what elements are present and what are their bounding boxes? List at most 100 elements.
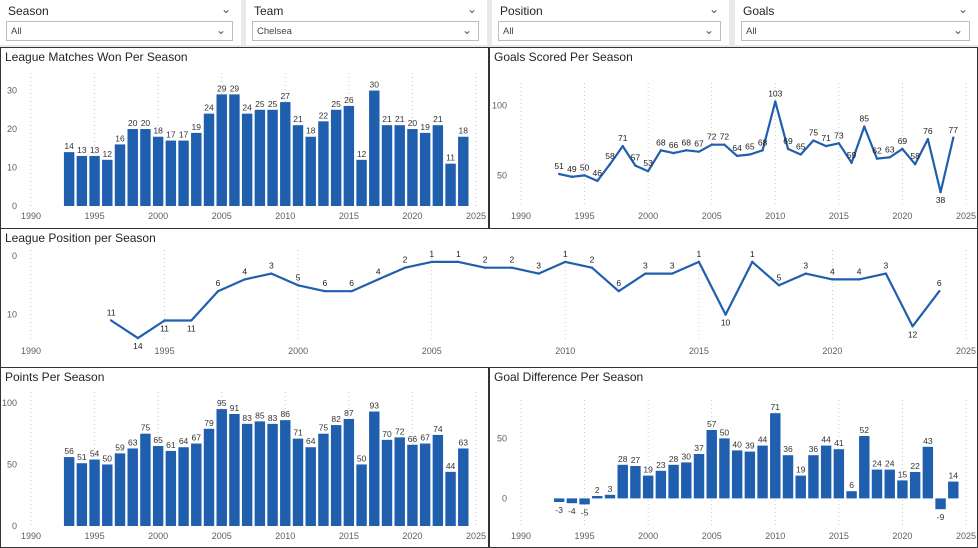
chevron-down-icon[interactable]: ⌄ bbox=[215, 23, 226, 37]
goals-dropdown[interactable]: All ⌄ bbox=[741, 21, 970, 41]
data-point bbox=[875, 157, 879, 160]
data-point bbox=[296, 284, 300, 287]
data-label: 46 bbox=[593, 168, 603, 178]
bar bbox=[369, 90, 380, 206]
season-dropdown-value: All bbox=[11, 26, 22, 37]
y-tick-label: 0 bbox=[12, 521, 17, 531]
data-label: 57 bbox=[707, 419, 717, 429]
bar bbox=[630, 466, 641, 499]
team-dropdown-value: Chelsea bbox=[257, 26, 292, 37]
bar bbox=[592, 496, 603, 499]
bar bbox=[63, 152, 75, 206]
data-label: 68 bbox=[758, 137, 768, 147]
chevron-down-icon[interactable]: ⌄ bbox=[957, 2, 968, 16]
data-point bbox=[824, 144, 828, 148]
data-label: 1 bbox=[696, 249, 701, 259]
bar bbox=[89, 155, 100, 206]
y-tick-label: 100 bbox=[2, 398, 17, 408]
data-label: 75 bbox=[319, 423, 329, 433]
x-tick-label: 2015 bbox=[339, 531, 359, 541]
data-point bbox=[617, 289, 620, 293]
data-label: 77 bbox=[949, 125, 959, 135]
team-slicer[interactable]: Team ⌄ Chelsea ⌄ bbox=[246, 0, 487, 45]
bar bbox=[178, 447, 189, 526]
bar bbox=[76, 155, 88, 206]
bar bbox=[127, 448, 138, 526]
team-dropdown[interactable]: Chelsea ⌄ bbox=[252, 21, 479, 41]
matches-won-panel: League Matches Won Per Season 1990 1995 20… bbox=[0, 47, 489, 229]
x-tick-label: 1990 bbox=[21, 346, 41, 356]
bar bbox=[604, 494, 616, 499]
data-label: 2 bbox=[590, 255, 595, 265]
data-label: 20 bbox=[141, 118, 151, 128]
goals-slicer[interactable]: Goals ⌄ All ⌄ bbox=[735, 0, 978, 45]
bar bbox=[770, 413, 781, 499]
data-point bbox=[136, 336, 140, 340]
data-label: 25 bbox=[268, 99, 278, 109]
bar bbox=[241, 423, 253, 526]
data-label: 70 bbox=[382, 429, 392, 439]
data-point bbox=[430, 260, 433, 264]
data-label: 28 bbox=[618, 454, 628, 464]
bar bbox=[782, 455, 794, 499]
chevron-down-icon[interactable]: ⌄ bbox=[708, 2, 719, 16]
series-line bbox=[558, 100, 955, 194]
x-tick-label: 2025 bbox=[956, 531, 976, 541]
data-label: 12 bbox=[908, 329, 918, 339]
chart-title: League Matches Won Per Season bbox=[5, 50, 188, 64]
bar bbox=[140, 129, 151, 206]
data-label: 66 bbox=[669, 140, 679, 150]
data-point bbox=[952, 136, 955, 139]
data-label: 93 bbox=[370, 401, 380, 411]
data-point bbox=[672, 151, 675, 155]
data-label: 3 bbox=[670, 261, 675, 271]
y-tick-label: 10 bbox=[7, 310, 17, 320]
chevron-down-icon[interactable]: ⌄ bbox=[703, 23, 714, 37]
season-dropdown[interactable]: All ⌄ bbox=[6, 21, 233, 41]
data-label: 82 bbox=[331, 414, 341, 424]
chevron-down-icon[interactable]: ⌄ bbox=[220, 2, 231, 16]
bar bbox=[191, 132, 202, 206]
chevron-down-icon[interactable]: ⌄ bbox=[466, 2, 477, 16]
data-label: 6 bbox=[322, 278, 327, 288]
data-label: 51 bbox=[554, 161, 564, 171]
data-label: 14 bbox=[949, 471, 959, 481]
chevron-down-icon[interactable]: ⌄ bbox=[461, 23, 472, 37]
data-label: 43 bbox=[923, 436, 933, 446]
chevron-down-icon[interactable]: ⌄ bbox=[952, 23, 963, 37]
data-point bbox=[634, 164, 637, 167]
data-label: 16 bbox=[115, 133, 125, 143]
bar bbox=[884, 469, 895, 499]
data-point bbox=[377, 278, 380, 281]
bar bbox=[432, 125, 444, 206]
data-label: 27 bbox=[631, 455, 641, 465]
data-label: 14 bbox=[133, 341, 143, 351]
position-dropdown[interactable]: All ⌄ bbox=[498, 21, 721, 41]
bar bbox=[267, 423, 278, 526]
data-label: 65 bbox=[153, 435, 163, 445]
season-slicer[interactable]: Season ⌄ All ⌄ bbox=[0, 0, 241, 45]
data-label: 36 bbox=[783, 444, 793, 454]
data-label: 72 bbox=[395, 426, 405, 436]
data-label: 37 bbox=[694, 443, 704, 453]
bar bbox=[419, 443, 431, 526]
data-label: 44 bbox=[446, 461, 456, 471]
data-point bbox=[216, 289, 220, 293]
data-point bbox=[804, 272, 807, 275]
data-label: 103 bbox=[768, 89, 782, 99]
data-label: 58 bbox=[605, 151, 615, 161]
bar bbox=[795, 475, 806, 499]
position-slicer[interactable]: Position ⌄ All ⌄ bbox=[492, 0, 729, 45]
data-label: 75 bbox=[809, 128, 819, 138]
bar bbox=[922, 446, 934, 499]
data-label: 4 bbox=[242, 266, 247, 276]
bar bbox=[305, 447, 316, 526]
bar bbox=[820, 445, 832, 499]
points-chart: 1990 1995 2000 2005 2010 2015 2020 2025 0 50 100 56… bbox=[2, 392, 486, 541]
bar bbox=[165, 450, 177, 526]
data-label: 50 bbox=[103, 453, 113, 463]
data-label: 26 bbox=[344, 95, 354, 105]
data-label: 50 bbox=[580, 162, 590, 172]
bar bbox=[757, 445, 768, 499]
